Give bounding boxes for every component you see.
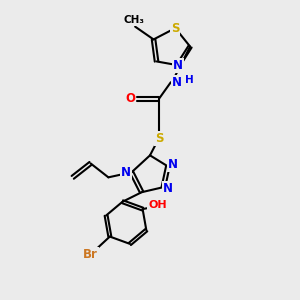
Text: N: N xyxy=(121,166,131,179)
Text: N: N xyxy=(172,76,182,89)
Text: S: S xyxy=(171,22,179,34)
Text: S: S xyxy=(155,132,163,145)
Text: O: O xyxy=(125,92,135,105)
Text: CH₃: CH₃ xyxy=(123,15,144,25)
Text: N: N xyxy=(163,182,173,195)
Text: N: N xyxy=(168,158,178,171)
Text: N: N xyxy=(173,59,183,72)
Text: H: H xyxy=(185,75,194,85)
Text: OH: OH xyxy=(148,200,167,210)
Text: Br: Br xyxy=(83,248,98,261)
